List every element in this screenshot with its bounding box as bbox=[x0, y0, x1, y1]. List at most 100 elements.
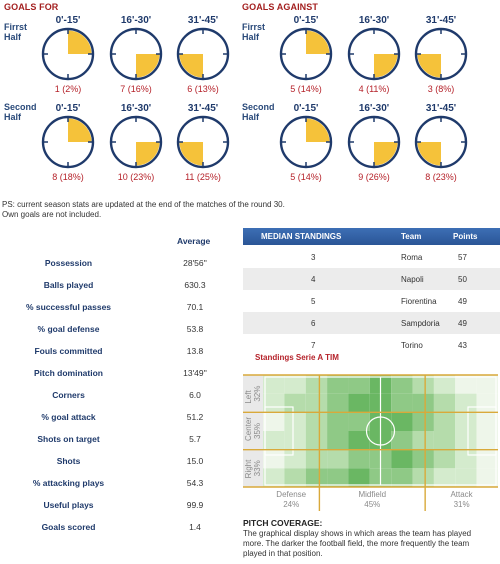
range-label: 0'-15' bbox=[55, 15, 81, 26]
stat-label: Shots on target bbox=[37, 434, 100, 444]
heat-cell bbox=[327, 412, 349, 431]
heat-cell bbox=[348, 431, 370, 450]
standings-position: 6 bbox=[311, 319, 316, 328]
heat-cell bbox=[263, 393, 285, 413]
heat-cell bbox=[412, 431, 434, 450]
clock-31-45-icon bbox=[176, 27, 230, 81]
second-half-label-against: Second Half bbox=[242, 102, 275, 122]
range-label: 16'-30' bbox=[120, 15, 152, 26]
heat-cell bbox=[263, 449, 285, 469]
goal-count: 1 (2%) bbox=[54, 84, 82, 94]
goal-count: 7 (16%) bbox=[120, 84, 152, 94]
standings-points: 57 bbox=[458, 253, 467, 262]
zone-row-label: Center bbox=[244, 417, 253, 441]
heat-cell bbox=[263, 375, 285, 394]
standings-header: MEDIAN STANDINGS Team Points bbox=[243, 228, 500, 245]
heat-cell bbox=[476, 468, 498, 487]
heat-cell bbox=[263, 468, 285, 487]
heat-cell bbox=[327, 468, 349, 487]
heat-cell bbox=[412, 375, 434, 394]
standings-position: 3 bbox=[311, 253, 316, 262]
goal-count: 9 (26%) bbox=[358, 172, 390, 182]
heat-cell bbox=[305, 375, 328, 394]
standings-team: Napoli bbox=[401, 275, 424, 284]
heat-cell bbox=[476, 431, 498, 450]
standings-team: Torino bbox=[401, 341, 423, 350]
heat-cell bbox=[391, 375, 413, 394]
stat-value: 13.8 bbox=[186, 346, 204, 356]
standings-row: 3 Roma 57 bbox=[243, 246, 500, 268]
heat-cell bbox=[455, 393, 477, 413]
standings-points: 49 bbox=[458, 297, 467, 306]
heat-cell bbox=[348, 449, 370, 469]
second-half-line2: Half bbox=[4, 112, 22, 122]
stat-label: Balls played bbox=[43, 280, 94, 290]
heat-cell bbox=[433, 412, 456, 431]
heat-cell bbox=[284, 393, 306, 413]
second-half-line2: Half bbox=[242, 112, 260, 122]
heat-cell bbox=[348, 412, 370, 431]
range-label: 31'-45' bbox=[425, 103, 457, 114]
goal-count: 8 (23%) bbox=[425, 172, 457, 182]
stat-value: 15.0 bbox=[186, 456, 204, 466]
standings-points: 50 bbox=[458, 275, 467, 284]
heat-cell bbox=[348, 375, 370, 394]
stat-value: 70.1 bbox=[186, 302, 204, 312]
stat-label: Possession bbox=[44, 258, 93, 268]
heat-cell bbox=[391, 431, 413, 450]
heat-cell bbox=[348, 393, 370, 413]
clock-31-45-icon bbox=[414, 27, 468, 81]
heat-cell bbox=[433, 375, 456, 394]
zone-col-pct: 31% bbox=[454, 500, 470, 509]
heat-cell bbox=[455, 431, 477, 450]
range-label: 0'-15' bbox=[293, 103, 319, 114]
heat-cell bbox=[284, 431, 306, 450]
own-goals-note: Own goals are not included. bbox=[2, 210, 102, 219]
stat-value: 5.7 bbox=[189, 434, 201, 444]
range-label: 16'-30' bbox=[120, 103, 152, 114]
pitch-title: Standings Serie A TIM bbox=[255, 353, 339, 362]
goal-count: 5 (14%) bbox=[290, 172, 322, 182]
heat-cell bbox=[284, 468, 306, 487]
heat-cell bbox=[284, 412, 306, 431]
zone-col-pct: 45% bbox=[364, 500, 380, 509]
average-header: Average bbox=[177, 236, 211, 246]
goal-count: 10 (23%) bbox=[117, 172, 155, 182]
heat-cell bbox=[305, 449, 328, 469]
standings-row: 7 Torino 43 bbox=[243, 334, 500, 356]
standings-team: Roma bbox=[401, 253, 423, 262]
range-label: 0'-15' bbox=[293, 15, 319, 26]
range-label: 31'-45' bbox=[187, 103, 219, 114]
stat-value: 630.3 bbox=[184, 280, 206, 290]
first-half-label-for: Firrst Half bbox=[4, 22, 27, 42]
second-half-label-for: Second Half bbox=[4, 102, 37, 122]
heat-cell bbox=[476, 375, 498, 394]
stat-value: 53.8 bbox=[186, 324, 204, 334]
heat-cell bbox=[433, 468, 456, 487]
stat-label: % goal attack bbox=[41, 412, 96, 422]
stat-value: 99.9 bbox=[186, 500, 204, 510]
zone-row-pct: 33% bbox=[253, 460, 262, 476]
team-header: Team bbox=[401, 232, 422, 241]
update-note: PS: current season stats are updated at … bbox=[2, 200, 285, 209]
heat-cell bbox=[412, 393, 434, 413]
clock-31-45-icon bbox=[176, 115, 230, 169]
stat-value: 6.0 bbox=[189, 390, 201, 400]
first-half-line2: Half bbox=[242, 32, 260, 42]
standings-position: 5 bbox=[311, 297, 316, 306]
second-half-line1: Second bbox=[242, 102, 275, 112]
clock-0-15-icon bbox=[279, 115, 333, 169]
heat-cell bbox=[391, 412, 413, 431]
heat-cell bbox=[284, 449, 306, 469]
stat-value: 51.2 bbox=[186, 412, 204, 422]
standings-row: 5 Fiorentina 49 bbox=[243, 290, 500, 312]
heat-cell bbox=[476, 449, 498, 469]
range-label: 0'-15' bbox=[55, 103, 81, 114]
heat-cell bbox=[305, 412, 328, 431]
first-half-label-against: Firrst Half bbox=[242, 22, 265, 42]
heat-cell bbox=[455, 449, 477, 469]
zone-row-label: Left bbox=[244, 390, 253, 404]
heat-cell bbox=[305, 468, 328, 487]
range-label: 16'-30' bbox=[358, 15, 390, 26]
standings-row: 6 Sampdoria 49 bbox=[243, 312, 500, 334]
